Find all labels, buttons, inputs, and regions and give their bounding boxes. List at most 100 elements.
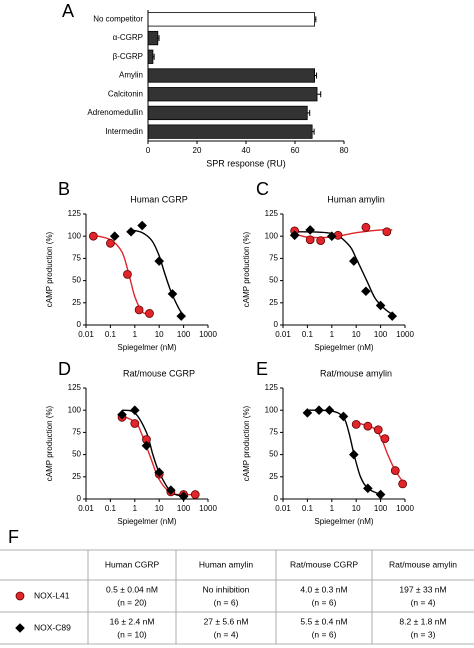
x-tick-label: 10: [352, 330, 361, 339]
x-axis-label: SPR response (RU): [206, 158, 286, 168]
data-point: [314, 405, 324, 415]
category-label: Amylin: [119, 71, 143, 80]
data-point: [123, 269, 132, 279]
y-axis-label: cAMP production (%): [242, 231, 251, 307]
panel-letter: F: [8, 527, 19, 547]
data-point: [349, 256, 359, 266]
table-cell: (n = 4): [411, 597, 436, 607]
data-point: [349, 449, 359, 460]
data-point: [327, 231, 337, 241]
data-point: [154, 256, 164, 266]
y-tick-label: 0: [274, 494, 279, 503]
column-header: Human CGRP: [105, 559, 160, 569]
chart-title: Human CGRP: [130, 194, 188, 204]
data-point: [363, 421, 373, 431]
column-header: Rat/mouse amylin: [389, 559, 457, 569]
x-axis-label: Spiegelmer (nM): [117, 517, 176, 526]
panel-letter: A: [62, 1, 74, 21]
y-tick-label: 50: [72, 450, 81, 459]
table-cell: (n = 20): [117, 597, 147, 607]
chart-title: Rat/mouse CGRP: [123, 368, 195, 378]
data-point: [373, 425, 383, 435]
data-point: [382, 227, 392, 237]
fit-curve: [130, 229, 185, 317]
data-point: [167, 289, 178, 299]
y-tick-label: 125: [265, 383, 279, 392]
x-tick-label: 40: [242, 146, 251, 155]
y-tick-label: 125: [68, 383, 82, 392]
data-point: [106, 238, 115, 248]
row-label: NOX-C89: [34, 622, 71, 632]
bar: [147, 49, 154, 64]
y-axis-label: cAMP production (%): [242, 405, 251, 481]
y-tick-label: 100: [68, 405, 82, 414]
x-tick-label: 1000: [199, 330, 217, 339]
y-tick-label: 75: [269, 428, 278, 437]
table-cell: 8.2 ± 1.8 nM: [399, 616, 446, 626]
table-cell: 0.5 ± 0.04 nM: [106, 584, 158, 594]
y-tick-label: 100: [68, 231, 82, 240]
legend-marker: [15, 591, 25, 601]
data-point: [145, 309, 154, 318]
table-cell: 5.5 ± 0.4 nM: [300, 616, 347, 626]
data-point: [302, 408, 313, 418]
y-tick-label: 75: [72, 428, 81, 437]
x-tick-label: 60: [291, 146, 300, 155]
data-point: [305, 235, 315, 245]
y-axis-label: cAMP production (%): [45, 231, 54, 307]
data-point: [130, 419, 140, 428]
x-tick-label: 0.1: [105, 330, 117, 339]
x-tick-label: 1: [330, 330, 335, 339]
data-point: [351, 420, 361, 429]
data-point: [166, 485, 176, 495]
data-point: [361, 222, 371, 232]
x-tick-label: 1: [133, 504, 138, 513]
x-axis-label: Spiegelmer (nM): [117, 343, 176, 352]
x-tick-label: 1: [133, 330, 138, 339]
bar: [147, 12, 316, 27]
table-cell: (n = 6): [214, 597, 239, 607]
x-tick-label: 0.1: [105, 504, 117, 513]
panel-letter: C: [256, 179, 269, 199]
x-axis-label: Spiegelmer (nM): [314, 343, 373, 352]
data-point: [130, 405, 140, 415]
y-tick-label: 50: [269, 450, 278, 459]
category-label: Intermedin: [105, 127, 143, 136]
x-tick-label: 1000: [396, 504, 414, 513]
chart-title: Human amylin: [327, 194, 385, 204]
data-point: [390, 466, 400, 475]
data-point: [109, 231, 120, 241]
x-tick-label: 0.1: [302, 504, 314, 513]
y-tick-label: 100: [265, 231, 279, 240]
x-tick-label: 1000: [396, 330, 414, 339]
data-point: [117, 409, 127, 420]
table-cell: 4.0 ± 0.3 nM: [300, 584, 347, 594]
y-tick-label: 0: [77, 494, 82, 503]
bar: [147, 87, 318, 102]
bar: [147, 68, 316, 83]
fit-curve: [294, 229, 393, 239]
fit-curve: [93, 234, 150, 316]
x-tick-label: 0.1: [302, 330, 314, 339]
x-tick-label: 10: [155, 504, 164, 513]
fit-curve: [117, 413, 196, 496]
y-tick-label: 0: [77, 320, 82, 329]
y-axis-label: cAMP production (%): [45, 405, 54, 481]
y-tick-label: 25: [72, 472, 81, 481]
data-point: [380, 434, 390, 444]
data-point: [316, 236, 326, 246]
data-point: [176, 311, 187, 321]
x-tick-label: 1: [330, 504, 335, 513]
table-cell: 16 ± 2.4 nM: [110, 616, 155, 626]
table-cell: (n = 4): [214, 629, 239, 639]
table-cell: 197 ± 33 nM: [399, 584, 446, 594]
category-label: Calcitonin: [108, 89, 143, 98]
data-point: [361, 286, 371, 297]
x-tick-label: 100: [374, 504, 388, 513]
data-point: [363, 483, 373, 494]
category-label: Adrenomedullin: [87, 108, 143, 117]
x-tick-label: 0: [146, 146, 151, 155]
y-tick-label: 0: [274, 320, 279, 329]
panel-letter: E: [256, 359, 268, 379]
